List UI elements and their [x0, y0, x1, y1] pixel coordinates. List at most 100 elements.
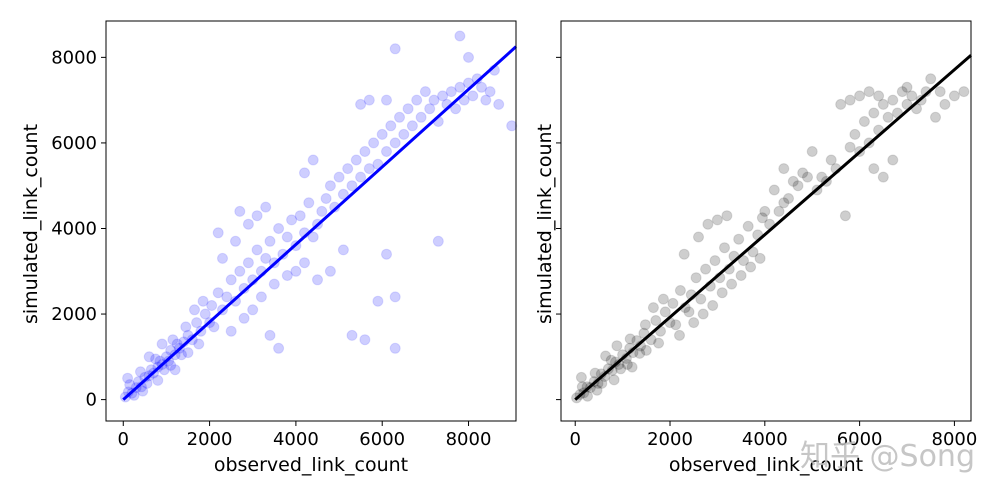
right-data-point [639, 319, 651, 331]
left-data-point [167, 334, 179, 346]
left-data-point [264, 235, 276, 247]
left-data-point [294, 210, 306, 222]
right-x-tick-label: 0 [569, 429, 580, 450]
right-data-point [608, 374, 620, 386]
right-data-point [688, 317, 700, 329]
left-data-point [480, 94, 492, 106]
left-data-point [337, 188, 349, 200]
left-data-point [242, 218, 254, 230]
right-data-point [948, 90, 960, 102]
right-data-point [745, 261, 757, 273]
right-data-point [611, 340, 623, 352]
right-x-tick-label: 6000 [837, 429, 883, 450]
left-y-tick-label: 4000 [51, 218, 97, 239]
right-data-point [634, 347, 646, 359]
left-data-point [268, 278, 280, 290]
right-data-point [756, 212, 768, 224]
left-data-point [467, 90, 479, 102]
right-data-point [778, 163, 790, 175]
left-data-point [333, 171, 345, 183]
left-data-point [247, 304, 259, 316]
right-data-point [707, 300, 719, 311]
right-data-point [624, 333, 636, 345]
left-data-point [135, 366, 146, 378]
right-data-point [844, 141, 856, 153]
right-data-point [754, 252, 766, 264]
right-data-point [667, 297, 679, 309]
right-data-point [778, 197, 790, 209]
left-data-point [299, 167, 310, 179]
left-x-tick-label: 0 [118, 429, 129, 450]
left-x-ticks: 0 2000 4000 6000 8000 [118, 421, 492, 450]
left-data-point [398, 128, 410, 140]
right-data-point [792, 180, 804, 192]
right-data-point [589, 367, 601, 379]
right-data-point [858, 116, 870, 127]
left-x-axis-label: observed_link_count [214, 454, 408, 476]
left-regression-line [122, 45, 518, 401]
left-data-point [484, 86, 496, 98]
left-data-point [419, 86, 431, 98]
right-data-point [719, 242, 730, 254]
right-x-tick-label: 4000 [742, 429, 788, 450]
left-data-point [411, 94, 423, 106]
left-data-point [445, 86, 457, 98]
left-data-point [230, 235, 241, 247]
left-data-point [342, 163, 354, 175]
left-data-point [381, 94, 392, 106]
left-data-point [303, 197, 315, 209]
right-data-point [683, 306, 695, 318]
left-data-point [182, 347, 194, 359]
left-data-point [171, 338, 183, 350]
left-data-point [193, 338, 205, 350]
right-data-point [674, 329, 685, 341]
right-data-point [647, 302, 659, 314]
left-x-tick-label: 2000 [187, 429, 233, 450]
right-data-point [854, 90, 866, 102]
left-data-point [255, 291, 267, 303]
right-data-point [742, 220, 754, 232]
left-data-point [320, 193, 332, 204]
left-y-tick-label: 8000 [51, 47, 97, 68]
right-data-point [768, 184, 780, 196]
right-data-point [783, 193, 794, 204]
left-data-point [337, 244, 349, 256]
left-data-point [137, 385, 149, 397]
right-data-point [726, 278, 738, 290]
left-data-point [176, 349, 187, 361]
right-data-point [621, 359, 633, 370]
left-data-point [424, 103, 436, 115]
right-data-point [695, 293, 707, 305]
right-data-point [787, 175, 799, 187]
left-y-ticks: 0 2000 4000 6000 8000 [51, 47, 106, 411]
right-y-ticks [556, 56, 561, 401]
left-data-point [368, 137, 380, 149]
right-x-tick-label: 8000 [932, 429, 978, 450]
right-data-point [693, 231, 704, 243]
left-data-point [394, 111, 405, 123]
right-data-point [615, 363, 627, 375]
right-data-point [877, 171, 889, 183]
right-x-tick-label: 2000 [647, 429, 693, 450]
left-x-tick-label: 8000 [446, 429, 492, 450]
right-data-point [906, 90, 918, 102]
left-data-point [281, 231, 293, 243]
right-data-point [887, 154, 899, 166]
right-scatter-panel: 0 2000 4000 6000 8000 observed_link_count si… [534, 20, 977, 476]
right-axes-frame [560, 20, 972, 422]
right-data-point [873, 90, 885, 102]
left-data-point [286, 214, 298, 226]
left-data-point [208, 321, 220, 333]
left-data-point [363, 163, 375, 175]
right-x-ticks: 0 2000 4000 6000 8000 [569, 421, 977, 450]
left-data-point [415, 111, 427, 123]
left-data-point [355, 98, 367, 110]
left-data-point [324, 180, 336, 192]
right-data-point [626, 361, 638, 373]
right-data-point [700, 263, 712, 275]
left-data-point [221, 291, 233, 303]
left-data-point [463, 51, 474, 63]
left-data-point [389, 43, 401, 55]
right-data-point [863, 86, 875, 98]
